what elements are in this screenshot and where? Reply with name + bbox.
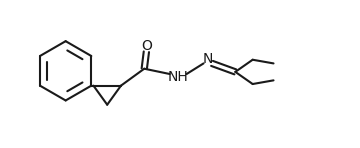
Text: O: O (141, 40, 152, 53)
Text: N: N (203, 52, 213, 66)
Text: NH: NH (168, 70, 189, 84)
